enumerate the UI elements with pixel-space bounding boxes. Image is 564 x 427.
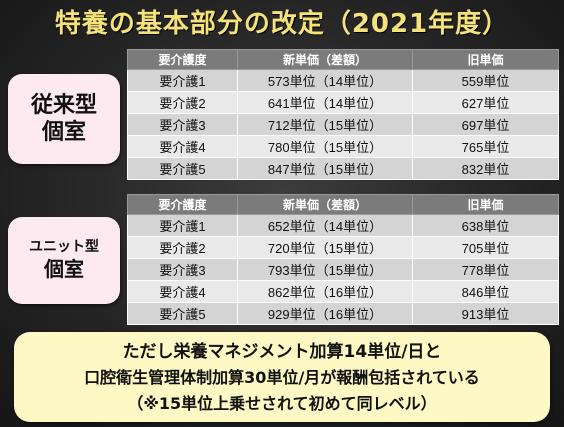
page-title: 特養の基本部分の改定（2021年度） (54, 9, 510, 39)
cell-new-rate: 641単位（14単位） (237, 91, 413, 114)
table-row: 要介護5 929単位（16単位） 913単位 (127, 302, 559, 325)
cell-care-level: 要介護2 (127, 91, 238, 114)
note-box: ただし栄養マネジメント加算14単位/日と 口腔衛生管理体制加算30単位/月が報酬… (14, 332, 550, 422)
cell-old-rate: 705単位 (412, 236, 559, 259)
section-label-line1: ユニット型 (29, 239, 99, 256)
cell-old-rate: 913単位 (412, 302, 559, 325)
table-row: 要介護4 862単位（16単位） 846単位 (127, 280, 559, 303)
cell-old-rate: 765単位 (412, 135, 559, 158)
header-care-level: 要介護度 (127, 194, 238, 215)
table-row: 要介護1 573単位（14単位） 559単位 (127, 69, 559, 92)
cell-old-rate: 627単位 (412, 91, 559, 114)
cell-care-level: 要介護1 (127, 69, 238, 92)
cell-care-level: 要介護5 (127, 302, 238, 325)
cell-old-rate: 638単位 (412, 214, 559, 237)
section-label-line2: 個室 (41, 120, 86, 145)
cell-old-rate: 778単位 (412, 258, 559, 281)
cell-old-rate: 559単位 (412, 69, 559, 92)
cell-new-rate: 780単位（15単位） (237, 135, 413, 158)
table-row: 要介護5 847単位（15単位） 832単位 (127, 157, 559, 180)
header-new-rate: 新単価（差額） (237, 49, 413, 70)
rates-table-conventional: 要介護度 新単価（差額） 旧単価 要介護1 573単位（14単位） 559単位 … (127, 49, 559, 180)
cell-new-rate: 720単位（15単位） (237, 236, 413, 259)
cell-new-rate: 929単位（16単位） (237, 302, 413, 325)
note-line3: （※15単位上乗せされて初めて同レベル） (127, 394, 437, 413)
cell-old-rate: 846単位 (412, 280, 559, 303)
cell-new-rate: 862単位（16単位） (237, 280, 413, 303)
section-label-line2: 個室 (44, 256, 84, 281)
cell-care-level: 要介護1 (127, 214, 238, 237)
cell-old-rate: 832単位 (412, 157, 559, 180)
section-label-line1: 従来型 (30, 92, 97, 118)
cell-old-rate: 697単位 (412, 113, 559, 136)
cell-new-rate: 652単位（14単位） (237, 214, 413, 237)
table-row: 要介護3 793単位（15単位） 778単位 (127, 258, 559, 281)
table-row: 要介護2 720単位（15単位） 705単位 (127, 236, 559, 259)
table-row: 要介護4 780単位（15単位） 765単位 (127, 135, 559, 158)
note-line1: ただし栄養マネジメント加算14単位/日と (122, 342, 442, 362)
header-old-rate: 旧単価 (412, 194, 559, 215)
cell-new-rate: 847単位（15単位） (237, 157, 413, 180)
cell-care-level: 要介護3 (127, 113, 238, 136)
table-row: 要介護1 652単位（14単位） 638単位 (127, 214, 559, 237)
cell-care-level: 要介護4 (127, 135, 238, 158)
table-row: 要介護2 641単位（14単位） 627単位 (127, 91, 559, 114)
section-label-unit-private-room: ユニット型 個室 (8, 217, 120, 304)
table-header-row: 要介護度 新単価（差額） 旧単価 (127, 49, 559, 70)
header-old-rate: 旧単価 (412, 49, 559, 70)
cell-new-rate: 712単位（15単位） (237, 113, 413, 136)
table-row: 要介護3 712単位（15単位） 697単位 (127, 113, 559, 136)
cell-care-level: 要介護4 (127, 280, 238, 303)
cell-care-level: 要介護2 (127, 236, 238, 259)
rates-table-unit: 要介護度 新単価（差額） 旧単価 要介護1 652単位（14単位） 638単位 … (127, 194, 559, 325)
cell-new-rate: 573単位（14単位） (237, 69, 413, 92)
note-line2: 口腔衛生管理体制加算30単位/月が報酬包括されている (84, 368, 480, 387)
section-label-conventional-private-room: 従来型 個室 (8, 74, 120, 164)
header-new-rate: 新単価（差額） (237, 194, 413, 215)
cell-care-level: 要介護3 (127, 258, 238, 281)
cell-care-level: 要介護5 (127, 157, 238, 180)
header-care-level: 要介護度 (127, 49, 238, 70)
cell-new-rate: 793単位（15単位） (237, 258, 413, 281)
table-header-row: 要介護度 新単価（差額） 旧単価 (127, 194, 559, 215)
